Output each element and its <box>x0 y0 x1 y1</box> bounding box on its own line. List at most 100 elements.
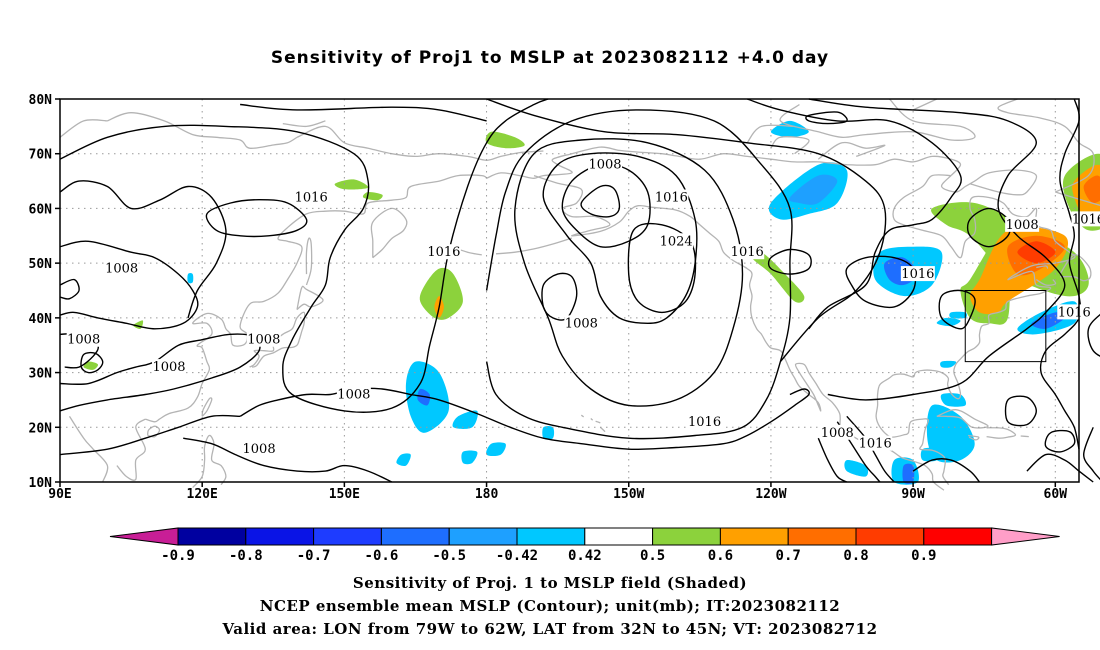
lon-tick-label: 180 <box>475 487 499 502</box>
lat-tick-label: 80N <box>29 93 53 108</box>
colorbar-swatch <box>245 527 315 546</box>
colorbar-swatch <box>719 527 789 546</box>
contour-label: 1008 <box>105 262 138 277</box>
contour-label: 1016 <box>655 190 688 205</box>
contour-label: 1008 <box>565 316 598 331</box>
gridlines <box>60 99 1079 482</box>
map-title: Sensitivity of Proj1 to MSLP at 20230821… <box>270 48 830 68</box>
caption-line-3: Valid area: LON from 79W to 62W, LAT fro… <box>222 620 878 638</box>
colorbar-label: 0.9 <box>911 548 936 564</box>
contour-label: 1008 <box>152 360 185 375</box>
mslp-contour-28 <box>846 415 895 483</box>
mslp-contour-15 <box>541 272 578 321</box>
colorbar-label: -0.7 <box>297 548 331 564</box>
coastline-17 <box>590 418 594 421</box>
contour-label-bg <box>659 233 694 249</box>
coastline-30 <box>817 141 886 160</box>
contour-label: 1008 <box>821 426 854 441</box>
coastline-36 <box>59 119 108 138</box>
mslp-contour-37 <box>767 248 812 275</box>
mslp-contour-30 <box>1004 395 1038 427</box>
coastline-20 <box>936 409 989 429</box>
colorbar-low-extend <box>109 527 179 546</box>
colorbar-label: -0.5 <box>432 548 466 564</box>
coastline-10 <box>370 207 408 259</box>
colorbar-swatch <box>787 527 857 546</box>
coastline-31 <box>770 136 810 155</box>
mslp-contour-29 <box>817 437 848 483</box>
sensitivity-patch-10 <box>770 120 809 138</box>
coastline-28 <box>1055 191 1100 207</box>
sensitivity-patch-32 <box>902 463 915 485</box>
sensitivity-patch-38 <box>949 311 968 319</box>
contour-label: 1016 <box>859 437 892 452</box>
colorbar-swatch <box>855 527 925 546</box>
coastline-2 <box>145 174 488 423</box>
coastline-1 <box>116 418 146 481</box>
coastline-23 <box>1020 435 1029 438</box>
coastline-3 <box>486 146 962 179</box>
caption-line-2: NCEP ensemble mean MSLP (Contour); unit(… <box>259 597 841 615</box>
contour-label-bg <box>104 260 139 276</box>
mslp-contour-17 <box>486 98 887 363</box>
mslp-contour-16 <box>485 109 793 440</box>
sensitivity-patch-2 <box>362 191 383 201</box>
contour-label: 1016 <box>901 267 934 282</box>
colorbar-label: 0.5 <box>640 548 665 564</box>
contour-label: 1008 <box>337 387 370 402</box>
colorbar-swatch <box>313 527 382 546</box>
mslp-contour-39 <box>1082 427 1100 481</box>
coastline-37 <box>282 120 326 128</box>
colorbar-swatch <box>584 527 654 546</box>
contour-label-bg <box>152 359 187 375</box>
coastline-4 <box>875 174 1076 486</box>
contour-label-bg <box>336 386 371 402</box>
contour-label-bg <box>246 331 281 347</box>
mslp-contour-35 <box>59 278 80 300</box>
sensitivity-patch-30 <box>940 393 967 407</box>
mslp-contour-3 <box>59 240 199 330</box>
lon-tick-label: 90W <box>901 487 925 502</box>
mslp-contour-33 <box>1026 453 1094 483</box>
lon-tick-label: 90E <box>48 487 71 502</box>
coastline-29 <box>779 98 976 141</box>
mslp-contour-26 <box>1087 313 1100 357</box>
colorbar-swatch <box>380 527 450 546</box>
colorbar-label: 0.8 <box>843 548 868 564</box>
lon-tick-label: 120E <box>187 487 218 502</box>
lat-tick-label: 30N <box>29 367 53 382</box>
sensitivity-patch-28 <box>396 453 411 467</box>
contour-label: 1008 <box>243 442 276 457</box>
coastline-33 <box>912 98 938 111</box>
contour-label-bg <box>654 189 689 205</box>
sensitivity-patch-0 <box>485 131 525 149</box>
contour-label-bg <box>242 441 277 457</box>
colorbar-label: 0.6 <box>708 548 733 564</box>
coastline-0 <box>68 415 109 483</box>
sensitivity-patch-35 <box>940 360 957 368</box>
sensitivity-patch-37 <box>461 450 478 465</box>
colorbar-label: 0.42 <box>568 548 602 564</box>
sensitivity-patch-23 <box>1031 312 1066 329</box>
lat-tick-label: 10N <box>29 476 53 491</box>
colorbar-label: -0.8 <box>229 548 263 564</box>
map-frame <box>59 98 1080 483</box>
sensitivity-patch-9 <box>789 174 838 205</box>
colorbar-label: -0.9 <box>161 548 195 564</box>
mslp-contour-14 <box>627 222 697 314</box>
mslp-contour-5 <box>80 351 104 374</box>
contour-label-bg <box>687 413 722 429</box>
sensitivity-patch-21 <box>1083 175 1100 204</box>
valid-area-box <box>964 290 1047 363</box>
lon-tick-label: 150W <box>613 487 644 502</box>
lat-tick-label: 60N <box>29 202 53 217</box>
contour-label: 1016 <box>295 190 328 205</box>
coastline-22 <box>967 434 980 441</box>
mslp-contour-9 <box>183 437 393 483</box>
coastline-9 <box>305 237 313 286</box>
mslp-contour-18 <box>746 98 962 330</box>
contour-labels: 1008 1016 1016 1024 1016 1016 1008 1008 1008 1008… <box>66 156 1100 457</box>
mslp-contour-19 <box>808 98 1066 401</box>
coastline-34 <box>296 125 544 161</box>
contour-label-bg <box>900 266 935 282</box>
